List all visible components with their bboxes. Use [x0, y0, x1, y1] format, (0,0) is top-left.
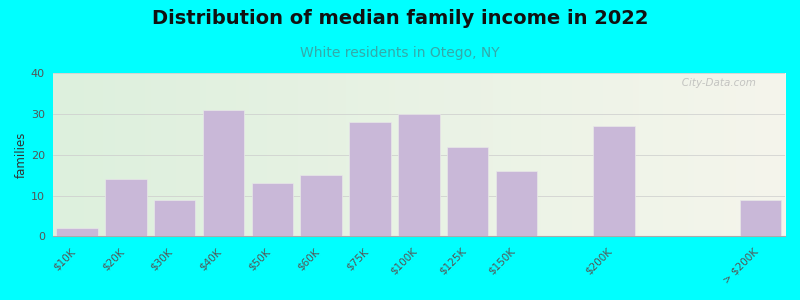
Bar [447, 146, 488, 236]
Bar [154, 200, 195, 236]
Bar [300, 175, 342, 236]
Bar [496, 171, 537, 236]
Bar [251, 183, 293, 236]
Bar [398, 114, 439, 236]
Bar [56, 228, 98, 236]
Bar [202, 110, 244, 236]
Bar [349, 122, 390, 236]
Text: City-Data.com: City-Data.com [672, 78, 756, 88]
Y-axis label: families: families [15, 131, 28, 178]
Text: White residents in Otego, NY: White residents in Otego, NY [300, 46, 500, 61]
Bar [740, 200, 782, 236]
Bar [594, 126, 635, 236]
Bar [105, 179, 146, 236]
Text: Distribution of median family income in 2022: Distribution of median family income in … [152, 9, 648, 28]
